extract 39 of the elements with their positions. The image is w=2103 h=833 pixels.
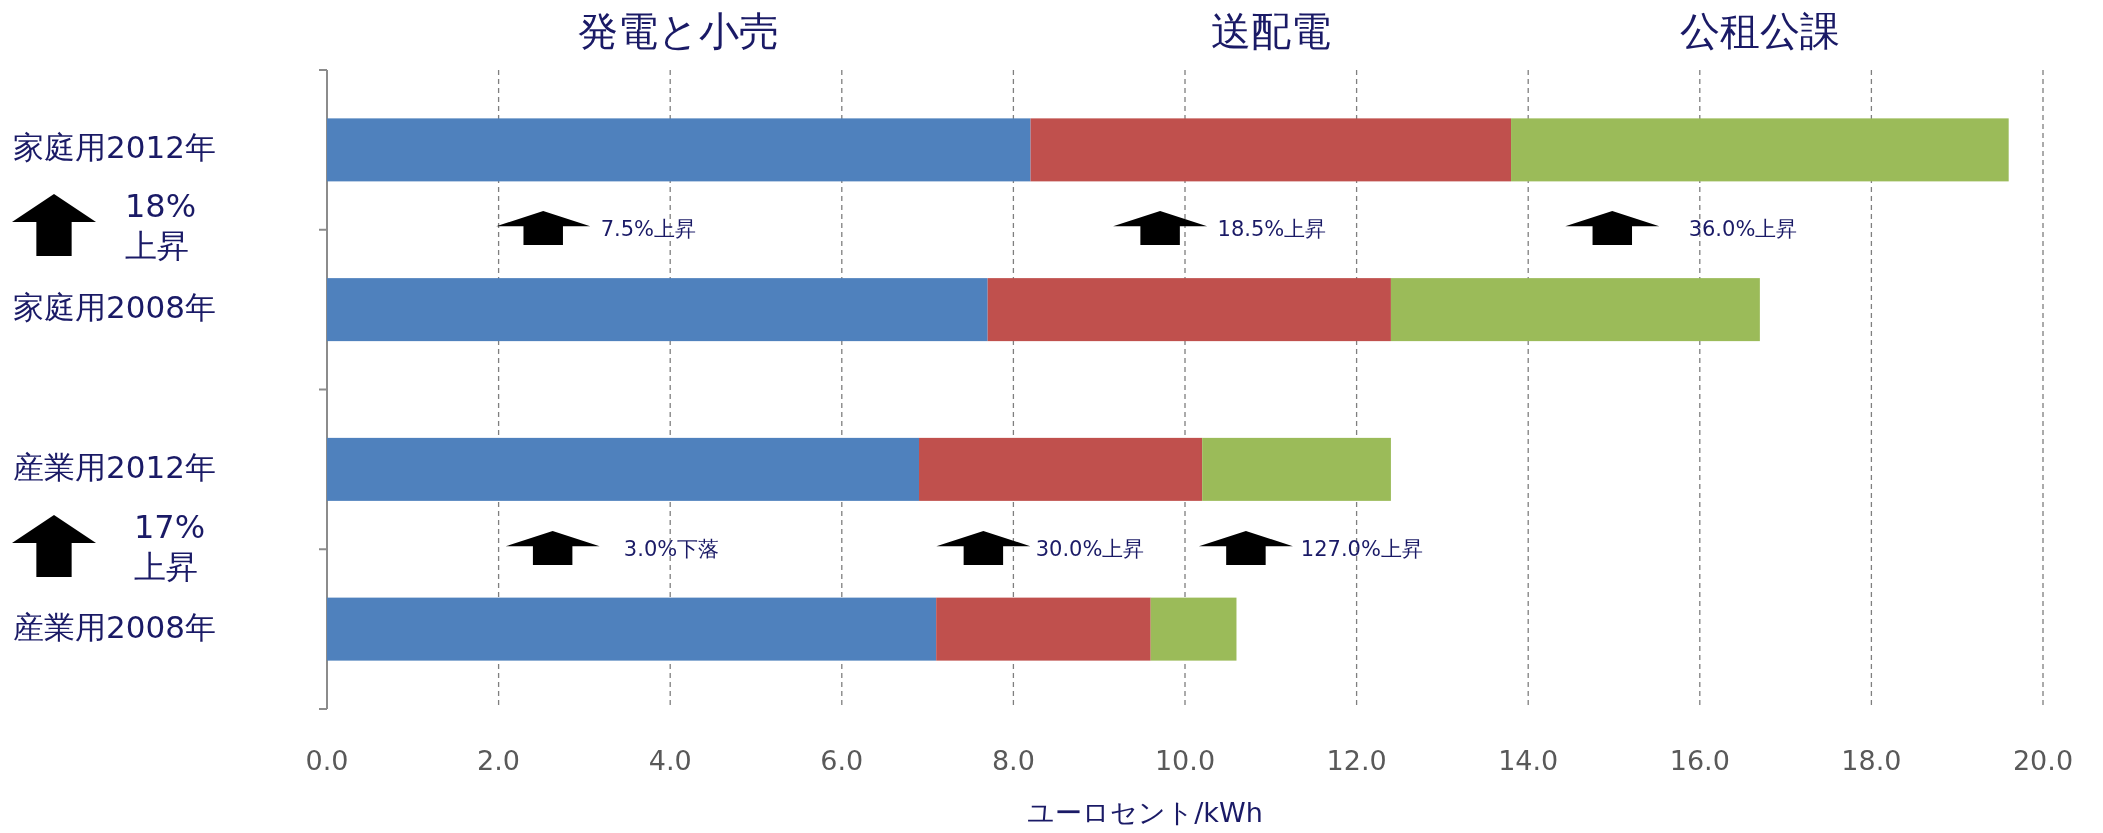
y-tick-label: 家庭用2008年 xyxy=(13,289,216,326)
x-tick-label: 8.0 xyxy=(991,744,1035,776)
x-tick-label: 10.0 xyxy=(1154,744,1216,776)
bar xyxy=(1202,437,1391,501)
annotation: 127.0%上昇 xyxy=(1300,537,1423,561)
x-tick-label: 12.0 xyxy=(1326,744,1387,776)
bar xyxy=(1390,278,1760,342)
bar xyxy=(1030,118,1512,182)
series-label: 送配電 xyxy=(1210,8,1331,54)
bar xyxy=(1150,597,1237,661)
annotation: 3.0%下落 xyxy=(623,537,720,561)
x-tick-label: 16.0 xyxy=(1669,744,1730,776)
annotation: 7.5%上昇 xyxy=(600,217,697,241)
x-tick-label: 20.0 xyxy=(2012,744,2074,776)
x-tick-label: 6.0 xyxy=(820,744,864,776)
bar xyxy=(327,437,920,501)
annotation: 36.0%上昇 xyxy=(1688,217,1798,241)
series-label: 公租公課 xyxy=(1679,8,1840,54)
bar xyxy=(987,278,1391,342)
y-tick-label: 産業用2008年 xyxy=(13,608,216,645)
bar xyxy=(327,597,937,661)
x-tick-label: 14.0 xyxy=(1498,744,1559,776)
bar xyxy=(327,118,1031,182)
bar xyxy=(1511,118,2009,182)
bar xyxy=(936,597,1151,661)
x-axis-title: ユーロセント/kWh xyxy=(1027,796,1263,828)
text: 17% 上昇 xyxy=(134,508,206,586)
x-tick-label: 2.0 xyxy=(477,744,521,776)
annotation: 30.0%上昇 xyxy=(1035,537,1145,561)
y-tick-label: 家庭用2012年 xyxy=(13,129,216,166)
annotation: 18.5%上昇 xyxy=(1217,217,1327,241)
text: 18% 上昇 xyxy=(125,187,197,265)
bar xyxy=(327,278,988,342)
x-tick-label: 4.0 xyxy=(648,744,692,776)
x-tick-label: 18.0 xyxy=(1841,744,1902,776)
bar xyxy=(919,437,1203,501)
y-tick-label: 産業用2012年 xyxy=(13,448,216,485)
series-label: 発電と小売 xyxy=(578,8,780,54)
x-tick-label: 0.0 xyxy=(305,744,349,776)
